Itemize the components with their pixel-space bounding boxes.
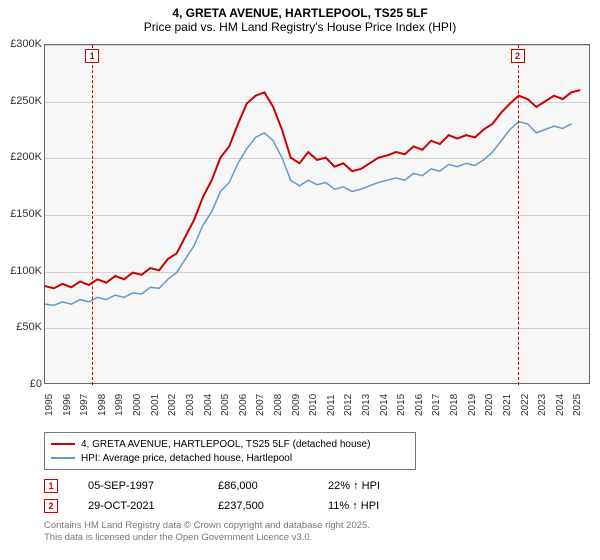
legend-swatch: [51, 443, 75, 445]
x-tick-label: 1995: [44, 394, 55, 416]
x-tick-label: 2025: [572, 394, 583, 416]
x-tick-label: 2017: [431, 394, 442, 416]
marker-badge: 1: [85, 49, 99, 63]
title-block: 4, GRETA AVENUE, HARTLEPOOL, TS25 5LF Pr…: [0, 6, 600, 34]
x-tick-label: 2020: [484, 394, 495, 416]
x-tick-label: 2011: [326, 394, 337, 416]
x-tick-label: 2013: [361, 394, 372, 416]
y-tick-label: £100K: [10, 265, 42, 277]
series-line: [45, 122, 571, 306]
legend-label: HPI: Average price, detached house, Hart…: [81, 453, 292, 464]
title-main: 4, GRETA AVENUE, HARTLEPOOL, TS25 5LF: [0, 6, 600, 20]
x-tick-label: 2022: [520, 394, 531, 416]
datapoint-price: £86,000: [218, 480, 298, 492]
chart-container: 4, GRETA AVENUE, HARTLEPOOL, TS25 5LF Pr…: [0, 0, 600, 560]
x-tick-label: 2006: [238, 394, 249, 416]
footer-line1: Contains HM Land Registry data © Crown c…: [44, 520, 370, 532]
marker-line: [92, 45, 93, 385]
y-tick-label: £250K: [10, 95, 42, 107]
x-tick-label: 2024: [555, 394, 566, 416]
x-tick-label: 1997: [79, 394, 90, 416]
legend-swatch: [51, 457, 75, 459]
x-tick-label: 2021: [502, 394, 513, 416]
x-tick-label: 2015: [396, 394, 407, 416]
footer-attribution: Contains HM Land Registry data © Crown c…: [44, 520, 370, 545]
datapoint-marker: 2: [44, 499, 58, 513]
x-tick-label: 2001: [150, 394, 161, 416]
y-tick-label: £0: [30, 378, 42, 390]
plot-area: 12: [44, 44, 590, 384]
series-line: [45, 90, 580, 288]
x-tick-label: 2016: [414, 394, 425, 416]
x-tick-label: 1998: [97, 394, 108, 416]
x-tick-label: 2019: [467, 394, 478, 416]
legend: 4, GRETA AVENUE, HARTLEPOOL, TS25 5LF (d…: [44, 432, 416, 470]
x-tick-label: 2002: [167, 394, 178, 416]
x-tick-label: 2000: [132, 394, 143, 416]
x-tick-label: 2012: [343, 394, 354, 416]
x-tick-label: 2018: [449, 394, 460, 416]
x-tick-label: 2005: [220, 394, 231, 416]
datapoint-hpi: 22% ↑ HPI: [328, 480, 408, 492]
datapoint-price: £237,500: [218, 500, 298, 512]
x-tick-label: 2004: [203, 394, 214, 416]
datapoint-date: 29-OCT-2021: [88, 500, 188, 512]
datapoint-row: 2 29-OCT-2021 £237,500 11% ↑ HPI: [44, 496, 408, 516]
x-tick-label: 2014: [379, 394, 390, 416]
x-tick-label: 2023: [537, 394, 548, 416]
x-tick-label: 2010: [308, 394, 319, 416]
x-tick-label: 2008: [273, 394, 284, 416]
marker-badge: 2: [511, 49, 525, 63]
footer-line2: This data is licensed under the Open Gov…: [44, 532, 370, 544]
y-tick-label: £150K: [10, 208, 42, 220]
datapoint-date: 05-SEP-1997: [88, 480, 188, 492]
y-tick-label: £50K: [16, 321, 42, 333]
legend-label: 4, GRETA AVENUE, HARTLEPOOL, TS25 5LF (d…: [81, 439, 370, 450]
datapoint-hpi: 11% ↑ HPI: [328, 500, 408, 512]
x-tick-label: 1996: [62, 394, 73, 416]
datapoint-row: 1 05-SEP-1997 £86,000 22% ↑ HPI: [44, 476, 408, 496]
datapoint-marker: 1: [44, 479, 58, 493]
title-sub: Price paid vs. HM Land Registry's House …: [0, 20, 600, 34]
y-tick-label: £300K: [10, 38, 42, 50]
x-tick-label: 1999: [114, 394, 125, 416]
legend-item: 4, GRETA AVENUE, HARTLEPOOL, TS25 5LF (d…: [51, 437, 409, 451]
x-tick-label: 2007: [255, 394, 266, 416]
legend-item: HPI: Average price, detached house, Hart…: [51, 451, 409, 465]
x-tick-label: 2003: [185, 394, 196, 416]
datapoints-table: 1 05-SEP-1997 £86,000 22% ↑ HPI 2 29-OCT-2021…: [44, 476, 408, 516]
marker-line: [518, 45, 519, 385]
x-tick-label: 2009: [291, 394, 302, 416]
y-tick-label: £200K: [10, 151, 42, 163]
